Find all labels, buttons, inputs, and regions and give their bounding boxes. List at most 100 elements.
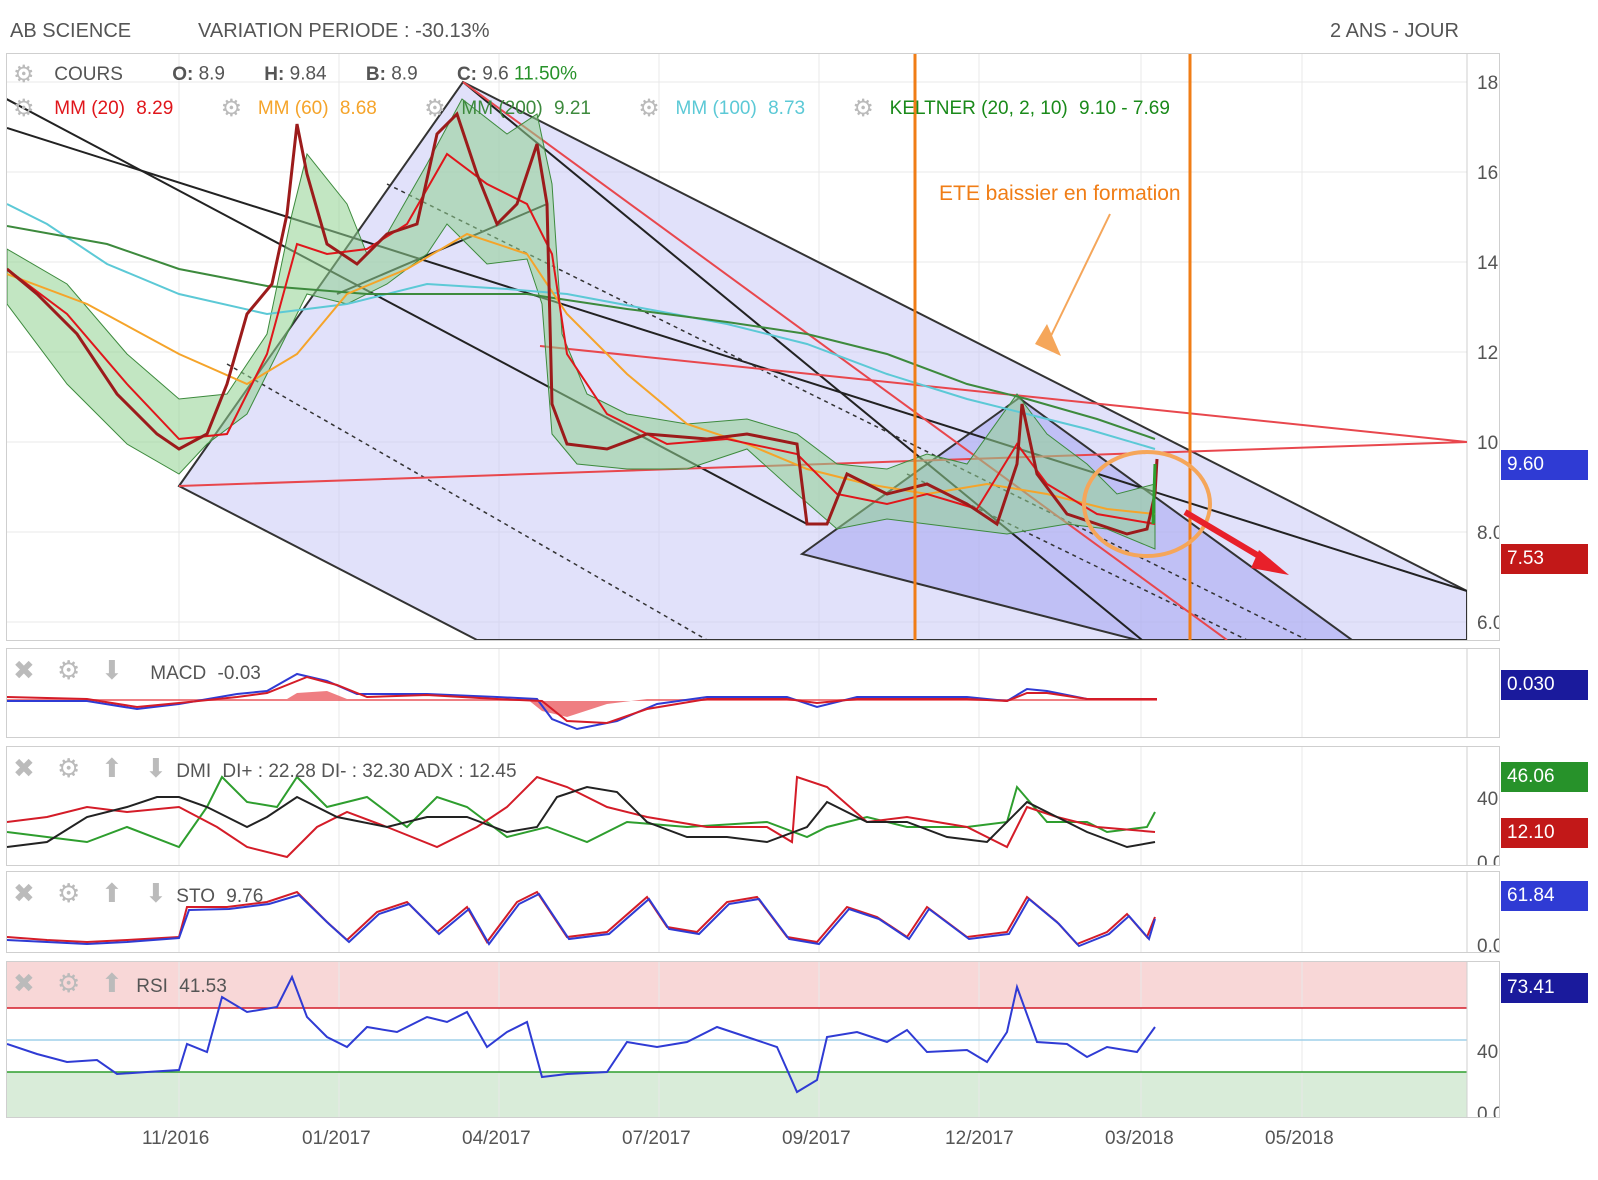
gear-icon[interactable]: ⚙ (57, 878, 81, 908)
y-tick: 12.00 (1477, 343, 1499, 364)
sto-line-d (7, 892, 1156, 948)
y-tick: 0.000 (1477, 1104, 1499, 1117)
legend-row-2: ⚙ MM (20) 8.29 ⚙ MM (60) 8.68 ⚙ MM (200)… (13, 94, 1170, 123)
close-icon[interactable]: ✖ (13, 878, 35, 908)
cours-label: COURS (54, 63, 123, 85)
gear-icon[interactable]: ⚙ (638, 95, 660, 122)
y-tick: 18.00 (1477, 73, 1499, 94)
rsi-label: RSI (136, 976, 168, 997)
red-arrow-line (1183, 509, 1271, 565)
last-price-badge: 9.60 (1501, 450, 1588, 480)
arrow-up-icon[interactable]: ⬆ (101, 968, 123, 998)
o-value: 8.9 (198, 63, 225, 85)
y-tick: 0.000 (1477, 853, 1499, 865)
gear-icon[interactable]: ⚙ (852, 95, 874, 122)
rsi-chart: 40.00 0.000 (7, 962, 1499, 1117)
dmi-panel[interactable]: 40.00 0.000 ✖ ⚙ ⬆ ⬇ DMI DI+ : 22.28 DI- : 3… (6, 746, 1500, 866)
b-label: B: (365, 63, 386, 85)
mm200-line (7, 225, 1156, 440)
sto-badge: 61.84 (1501, 881, 1588, 911)
signal-line (7, 675, 1157, 725)
keltner-label: KELTNER (20, 2, 10) (889, 97, 1068, 119)
gear-icon[interactable]: ⚙ (424, 95, 446, 122)
macd-legend: ✖ ⚙ ⬇ MACD -0.03 (13, 655, 261, 686)
y-tick: 10.00 (1477, 433, 1499, 454)
sto-chart: 0.000 (7, 872, 1499, 952)
close-icon[interactable]: ✖ (13, 968, 35, 998)
x-tick: 05/2018 (1265, 1128, 1334, 1149)
price-chart-panel[interactable]: ETE baissier en formation 18.00 16.00 14… (6, 53, 1500, 641)
x-tick: 11/2016 (142, 1128, 209, 1149)
rsi-legend: ✖ ⚙ ⬆ RSI 41.53 (13, 968, 227, 999)
rsi-overbought-zone (7, 962, 1467, 1008)
y-tick: 14.00 (1477, 253, 1499, 274)
rsi-oversold-zone (7, 1072, 1467, 1117)
gear-icon[interactable]: ⚙ (57, 655, 81, 685)
period-variation: VARIATION PERIODE : -30.13% (198, 20, 490, 42)
arrow-down-icon[interactable]: ⬇ (145, 753, 167, 783)
dmi-chart: 40.00 0.000 (7, 747, 1499, 865)
gear-icon[interactable]: ⚙ (13, 95, 35, 122)
x-tick: 01/2017 (302, 1128, 371, 1149)
legend-row-1: ⚙ COURS O: 8.9 H: 9.84 B: 8.9 C: 9.6 11.… (13, 60, 577, 89)
mm60-value: 8.68 (339, 97, 377, 119)
mm100-line (7, 203, 1156, 450)
macd-histogram (7, 691, 1157, 717)
x-tick: 03/2018 (1105, 1128, 1174, 1149)
sto-label: STO (176, 886, 215, 907)
gear-icon[interactable]: ⚙ (13, 61, 35, 88)
annotation-arrow-line (1046, 213, 1111, 345)
y-tick: 40.00 (1477, 1042, 1499, 1063)
gear-icon[interactable]: ⚙ (57, 968, 81, 998)
rsi-panel[interactable]: 40.00 0.000 ✖ ⚙ ⬆ RSI 41.53 (6, 961, 1500, 1118)
mm100-value: 8.73 (768, 97, 806, 119)
c-label: C: (456, 63, 477, 85)
instrument-title: AB SCIENCE (10, 20, 132, 42)
price-series (7, 111, 1159, 536)
macd-label: MACD (150, 663, 207, 684)
h-label: H: (264, 63, 285, 85)
dmi-label: DMI (176, 761, 212, 782)
gear-icon[interactable]: ⚙ (220, 95, 243, 122)
red-down-line[interactable] (462, 81, 1228, 640)
y-tick: 6.00 (1477, 613, 1499, 634)
close-icon[interactable]: ✖ (13, 753, 35, 783)
c-value: 9.6 (482, 63, 509, 85)
mm20-line (7, 152, 1156, 525)
macd-badge: 0.030 (1501, 670, 1588, 700)
x-tick: 07/2017 (622, 1128, 691, 1149)
x-tick: 04/2017 (462, 1128, 531, 1149)
period-selector[interactable]: 2 ANS - JOUR (1330, 20, 1459, 42)
sto-legend: ✖ ⚙ ⬆ ⬇ STO 9.76 (13, 878, 263, 909)
x-tick: 12/2017 (945, 1128, 1014, 1149)
macd-panel[interactable]: ✖ ⚙ ⬇ MACD -0.03 (6, 648, 1500, 738)
b-value: 8.9 (391, 63, 418, 85)
dmi-badge-down: 12.10 (1501, 818, 1588, 848)
mm20-label: MM (20) (54, 97, 126, 119)
arrow-down-icon[interactable]: ⬇ (145, 878, 167, 908)
mm200-label: MM (200) (461, 97, 543, 119)
arrow-up-icon[interactable]: ⬆ (101, 878, 123, 908)
orange-circle[interactable] (1082, 450, 1212, 558)
dmi-legend: ✖ ⚙ ⬆ ⬇ DMI DI+ : 22.28 DI- : 32.30 ADX : 1… (13, 753, 517, 784)
sto-panel[interactable]: 0.000 ✖ ⚙ ⬆ ⬇ STO 9.76 (6, 871, 1500, 953)
arrow-up-icon[interactable]: ⬆ (101, 753, 123, 783)
arrow-down-icon[interactable]: ⬇ (101, 655, 123, 685)
annotation-arrow-head (1035, 324, 1061, 356)
x-tick: 09/2017 (782, 1128, 851, 1149)
price-chart: ETE baissier en formation 18.00 16.00 14… (7, 54, 1499, 640)
red-arrow-head (1251, 550, 1289, 575)
sto-line-k (7, 890, 1156, 946)
keltner-value: 9.10 - 7.69 (1079, 97, 1170, 119)
close-icon[interactable]: ✖ (13, 655, 35, 685)
gear-icon[interactable]: ⚙ (57, 753, 81, 783)
trend-line-mid[interactable] (462, 81, 1143, 640)
c-change: 11.50% (513, 63, 578, 85)
macd-value: -0.03 (217, 663, 261, 684)
low-price-badge: 7.53 (1501, 544, 1588, 574)
trend-line-upper[interactable] (7, 127, 1467, 592)
price-axis-labels: 18.00 16.00 14.00 12.00 10.00 8.00 6.00 (1477, 73, 1499, 634)
dmi-values: DI+ : 22.28 DI- : 32.30 ADX : 12.45 (222, 761, 517, 782)
di-plus-line (7, 775, 1156, 849)
dmi-badge-up: 46.06 (1501, 762, 1588, 792)
